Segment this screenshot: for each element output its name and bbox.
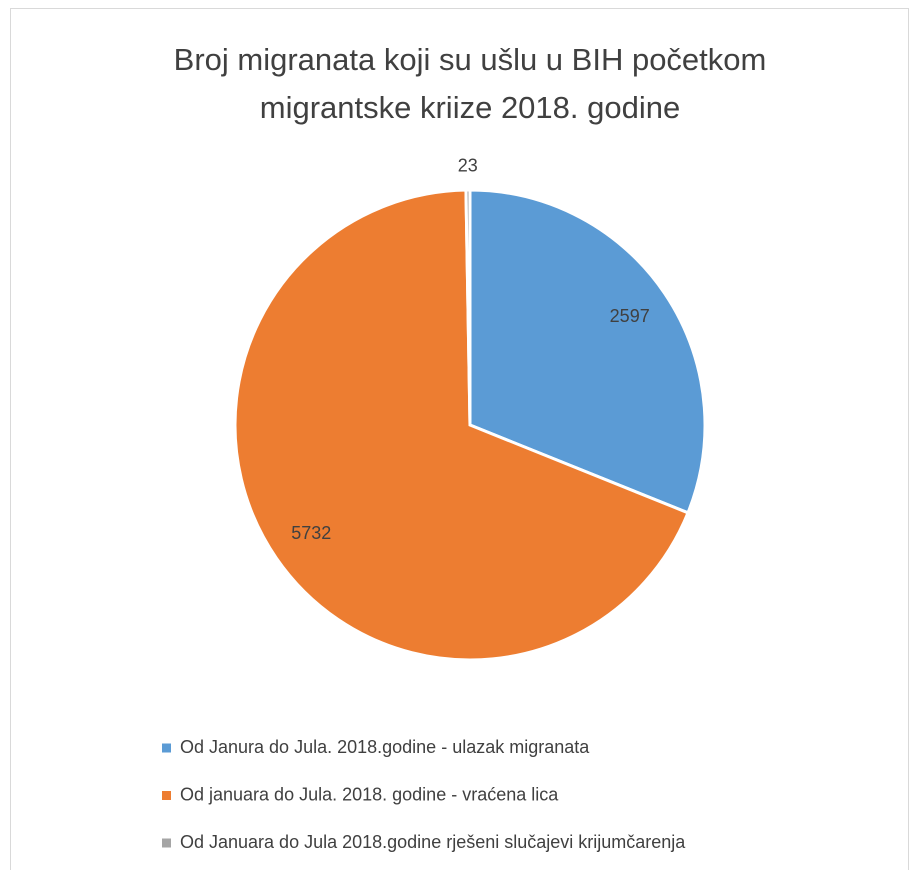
pie-slice	[464, 188, 472, 426]
chart-frame	[10, 8, 909, 870]
legend-label: Od januara do Jula. 2018. godine - vraće…	[180, 784, 559, 804]
legend-marker	[162, 838, 171, 848]
legend-label: Od Januara do Jula 2018.godine rješeni s…	[180, 832, 686, 852]
data-label: 2597	[610, 306, 650, 326]
legend-label: Od Janura do Jula. 2018.godine - ulazak …	[180, 737, 590, 757]
legend-marker	[162, 743, 171, 753]
pie-slice	[233, 188, 690, 662]
chart-title: Broj migranata koji su ušlu u BIH početk…	[173, 42, 767, 125]
pie-slice	[468, 188, 707, 515]
legend-marker	[162, 791, 171, 800]
data-label: 23	[458, 155, 478, 175]
data-label: 5732	[291, 523, 331, 543]
